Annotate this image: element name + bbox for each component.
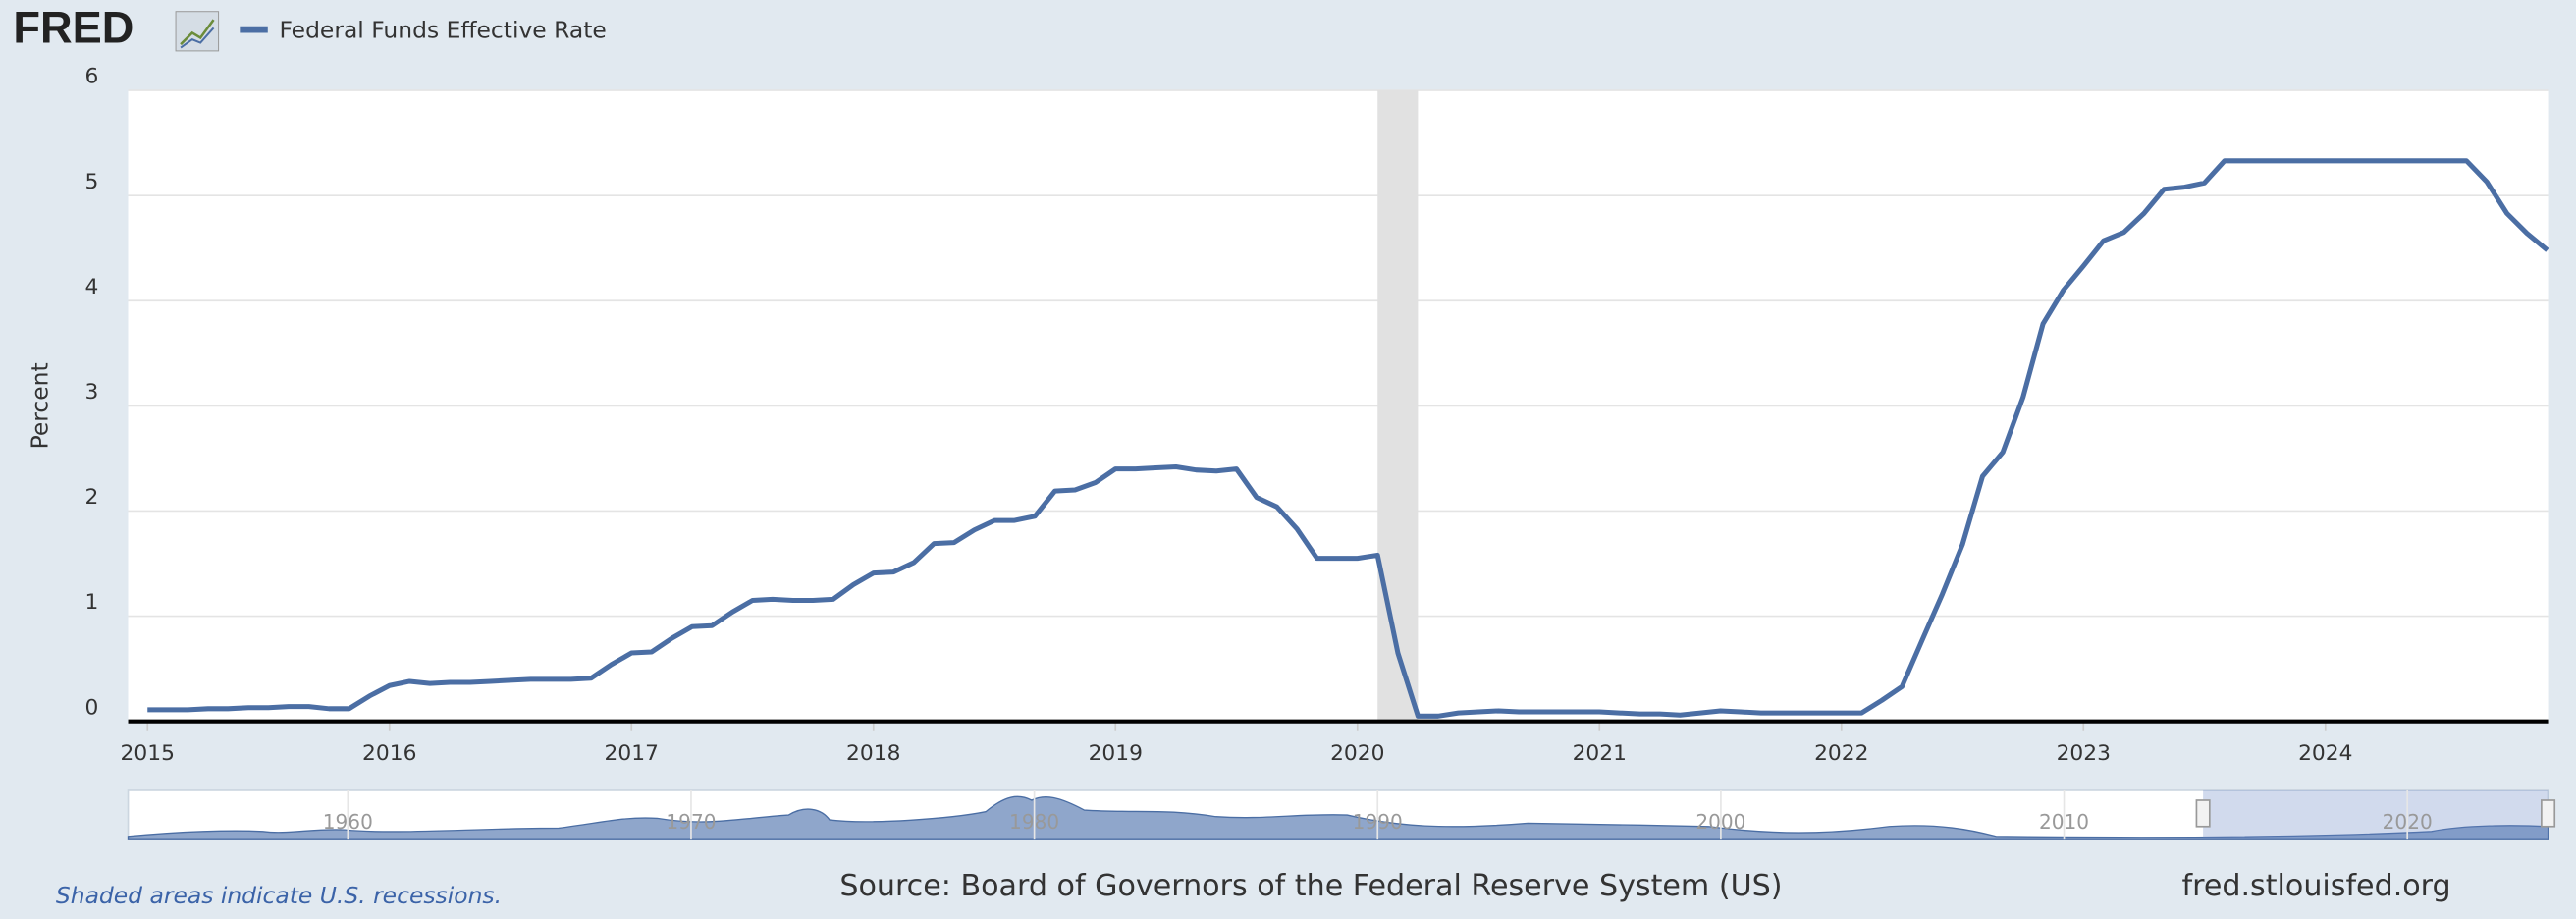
navigator-selection[interactable]	[2203, 789, 2549, 840]
y-tick-label: 3	[85, 380, 99, 405]
source: Source: Board of Governors of the Federa…	[839, 869, 1782, 903]
x-tick-label: 2022	[1814, 741, 1868, 766]
x-tick-label: 2017	[605, 741, 659, 766]
legend-label[interactable]: Federal Funds Effective Rate	[279, 16, 606, 43]
y-tick-label: 5	[85, 170, 99, 194]
x-tick-label: 2018	[846, 741, 900, 766]
y-tick-label: 2	[85, 485, 99, 510]
navigator-handle[interactable]	[2541, 799, 2556, 828]
y-axis-title: Percent	[26, 362, 53, 449]
x-tick-label: 2020	[1330, 741, 1384, 766]
navigator-tick-label: 2010	[2039, 810, 2089, 834]
navigator-tick-label: 1990	[1353, 810, 1403, 834]
navigator-tick-label: 1970	[666, 810, 716, 834]
recession-note: Shaded areas indicate U.S. recessions.	[56, 882, 502, 909]
x-tick-label: 2024	[2298, 741, 2352, 766]
navigator[interactable]	[127, 789, 2556, 840]
navigator-tick-label: 1980	[1009, 810, 1059, 834]
navigator-area	[127, 795, 2549, 840]
x-tick-label: 2023	[2057, 741, 2111, 766]
y-tick-label: 4	[85, 275, 99, 299]
navigator-tick-label: 2020	[2383, 810, 2433, 834]
logo-icon	[175, 11, 220, 52]
x-tick-label: 2019	[1089, 741, 1143, 766]
site-link[interactable]: fred.stlouisfed.org	[2182, 869, 2451, 903]
y-tick-label: 6	[85, 65, 99, 89]
navigator-handle[interactable]	[2195, 799, 2211, 828]
recession-band	[1377, 90, 1419, 722]
x-tick-label: 2021	[1573, 741, 1627, 766]
navigator-tick-label: 1960	[323, 810, 373, 834]
y-tick-label: 1	[85, 590, 99, 615]
logo[interactable]: FRED	[13, 3, 134, 53]
x-tick-label: 2015	[121, 741, 175, 766]
navigator-tick-label: 2000	[1695, 810, 1745, 834]
data-line	[147, 158, 2549, 719]
y-tick-label: 0	[85, 695, 99, 720]
x-tick-label: 2016	[362, 741, 416, 766]
